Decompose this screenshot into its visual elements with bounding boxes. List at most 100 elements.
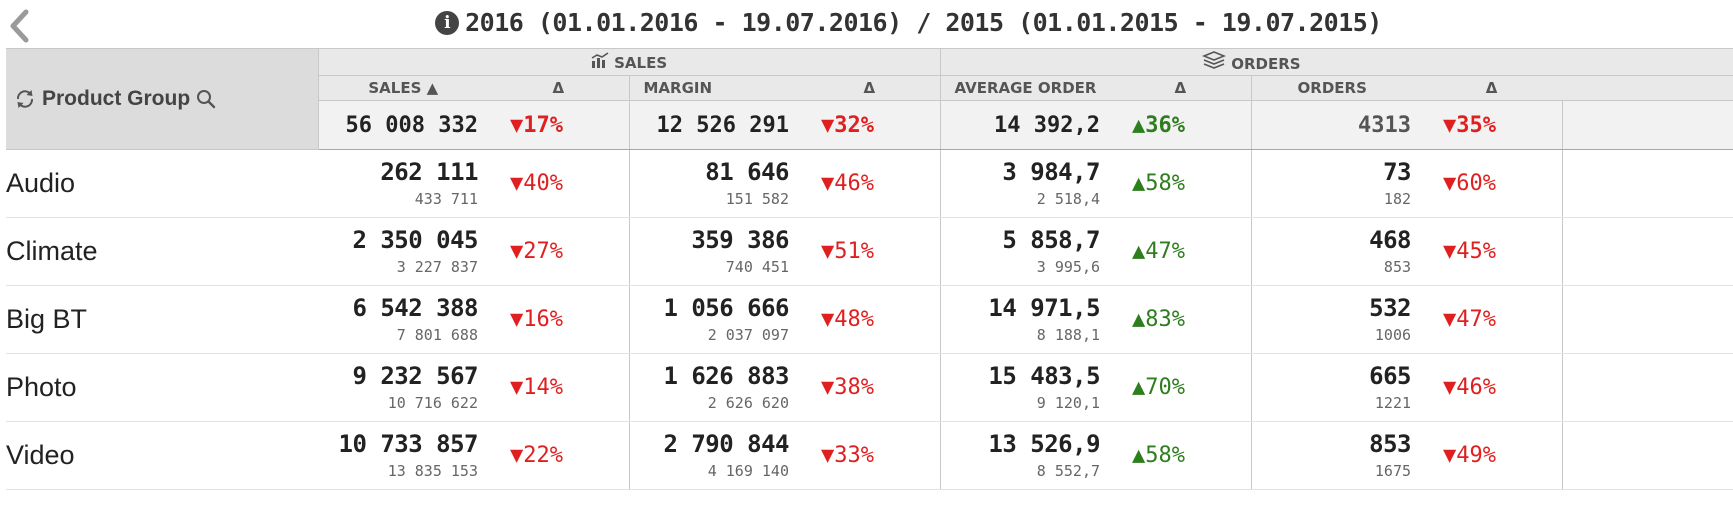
average-order-value: 15 483,5 — [988, 362, 1101, 390]
group-header-sales: SALES — [318, 48, 941, 76]
margin-cell: 359 386 740 451 — [628, 217, 799, 286]
back-button[interactable] — [6, 8, 36, 44]
orders-prev-value: 853 — [1383, 258, 1412, 276]
sales-delta: ▼22% — [488, 421, 629, 490]
orders-cell: 468 853 — [1250, 217, 1422, 286]
average-order-prev-value: 9 120,1 — [1036, 394, 1101, 412]
row-label[interactable]: Big BT — [6, 285, 318, 354]
sales-value: 10 733 857 — [338, 430, 479, 458]
header-filler — [1562, 75, 1733, 101]
orders-value: 73 — [1383, 158, 1412, 186]
sales-cell: 2 350 045 3 227 837 — [318, 217, 488, 286]
total-average-order: 14 392,2 — [939, 100, 1111, 150]
header-filler — [1562, 48, 1733, 76]
table-row[interactable]: Big BT 6 542 388 7 801 688 ▼16% 1 056 666… — [6, 285, 1733, 354]
average-order-value: 14 971,5 — [988, 294, 1101, 322]
sales-delta: ▼16% — [488, 285, 629, 354]
average-order-delta: ▲47% — [1110, 217, 1252, 286]
row-filler — [1561, 353, 1733, 422]
average-order-cell: 14 971,5 8 188,1 — [939, 285, 1111, 354]
column-header-orders[interactable]: ORDERS — [1250, 75, 1422, 101]
table-row[interactable]: Climate 2 350 045 3 227 837 ▼27% 359 386 7… — [6, 217, 1733, 286]
average-order-cell: 15 483,5 9 120,1 — [939, 353, 1111, 422]
row-label[interactable]: Photo — [6, 353, 318, 422]
column-header-sales-delta[interactable]: Δ — [488, 75, 629, 101]
average-order-cell: 3 984,7 2 518,4 — [939, 149, 1111, 218]
margin-delta: ▼33% — [799, 421, 941, 490]
margin-cell: 1 056 666 2 037 097 — [628, 285, 799, 354]
column-header-orders-delta[interactable]: Δ — [1421, 75, 1563, 101]
row-label[interactable]: Climate — [6, 217, 318, 286]
margin-delta: ▼46% — [799, 149, 941, 218]
sales-cell: 6 542 388 7 801 688 — [318, 285, 488, 354]
column-header-margin-delta[interactable]: Δ — [799, 75, 941, 101]
average-order-delta: ▲70% — [1110, 353, 1252, 422]
row-filler — [1561, 421, 1733, 490]
average-order-cell: 13 526,9 8 552,7 — [939, 421, 1111, 490]
average-order-value: 5 858,7 — [1002, 226, 1101, 254]
orders-delta: ▼45% — [1421, 217, 1563, 286]
average-order-value: 13 526,9 — [988, 430, 1101, 458]
title-bar: i 2016 (01.01.2016 - 19.07.2016) / 2015 … — [0, 8, 1733, 44]
average-order-delta: ▲58% — [1110, 421, 1252, 490]
margin-prev-value: 151 582 — [725, 190, 789, 208]
row-filler — [1561, 285, 1733, 354]
sales-prev-value: 13 835 153 — [387, 462, 478, 480]
orders-cell: 532 1006 — [1250, 285, 1422, 354]
margin-prev-value: 2 037 097 — [707, 326, 789, 344]
sales-value: 262 111 — [380, 158, 478, 186]
column-header-average-order[interactable]: AVERAGE ORDER — [939, 75, 1111, 101]
orders-cell: 73 182 — [1250, 149, 1422, 218]
total-margin-delta: ▼32% — [799, 100, 941, 150]
orders-delta: ▼49% — [1421, 421, 1563, 490]
group-label-orders: ORDERS — [1231, 55, 1301, 73]
orders-delta: ▼47% — [1421, 285, 1563, 354]
margin-value: 359 386 — [691, 226, 789, 254]
sales-prev-value: 10 716 622 — [387, 394, 478, 412]
group-header-orders: ORDERS — [939, 48, 1563, 76]
row-label[interactable]: Video — [6, 421, 318, 490]
stack-icon — [1201, 51, 1226, 69]
row-filler — [1561, 149, 1733, 218]
average-order-prev-value: 2 518,4 — [1036, 190, 1101, 208]
table-row[interactable]: Photo 9 232 567 10 716 622 ▼14% 1 626 883… — [6, 353, 1733, 422]
cycle-icon[interactable] — [14, 88, 36, 110]
margin-delta: ▼38% — [799, 353, 941, 422]
margin-cell: 2 790 844 4 169 140 — [628, 421, 799, 490]
sales-prev-value: 3 227 837 — [396, 258, 478, 276]
row-label[interactable]: Audio — [6, 149, 318, 218]
bar-line-chart-icon — [591, 52, 609, 68]
sales-cell: 9 232 567 10 716 622 — [318, 353, 488, 422]
orders-value: 665 — [1369, 362, 1412, 390]
average-order-prev-value: 8 552,7 — [1036, 462, 1101, 480]
sales-delta: ▼40% — [488, 149, 629, 218]
search-icon[interactable] — [196, 89, 216, 109]
orders-prev-value: 182 — [1383, 190, 1412, 208]
dimension-label[interactable]: Product Group — [42, 87, 191, 110]
average-order-delta: ▲58% — [1110, 149, 1252, 218]
margin-delta: ▼48% — [799, 285, 941, 354]
margin-value: 81 646 — [705, 158, 789, 186]
orders-value: 532 — [1369, 294, 1412, 322]
sales-value: 6 542 388 — [352, 294, 478, 322]
dimension-header: Product Group — [6, 48, 319, 150]
column-header-sales[interactable]: SALES ▲ — [318, 75, 488, 101]
sales-delta: ▼14% — [488, 353, 629, 422]
table-row[interactable]: Audio 262 111 433 711 ▼40% 81 646 151 582 … — [6, 149, 1733, 218]
column-header-average-order-delta[interactable]: Δ — [1110, 75, 1252, 101]
orders-delta: ▼46% — [1421, 353, 1563, 422]
orders-prev-value: 1006 — [1374, 326, 1412, 344]
sales-prev-value: 7 801 688 — [396, 326, 478, 344]
orders-prev-value: 1221 — [1374, 394, 1412, 412]
margin-prev-value: 740 451 — [725, 258, 789, 276]
average-order-cell: 5 858,7 3 995,6 — [939, 217, 1111, 286]
chevron-left-icon — [10, 9, 29, 43]
table-row[interactable]: Video 10 733 857 13 835 153 ▼22% 2 790 84… — [6, 421, 1733, 490]
pivot-table: Product Group — [6, 48, 1733, 490]
margin-cell: 1 626 883 2 626 620 — [628, 353, 799, 422]
orders-cell: 853 1675 — [1250, 421, 1422, 490]
info-icon[interactable]: i — [435, 10, 460, 35]
sales-prev-value: 433 711 — [414, 190, 478, 208]
group-label-sales: SALES — [614, 54, 668, 72]
column-header-margin[interactable]: MARGIN — [628, 75, 799, 101]
